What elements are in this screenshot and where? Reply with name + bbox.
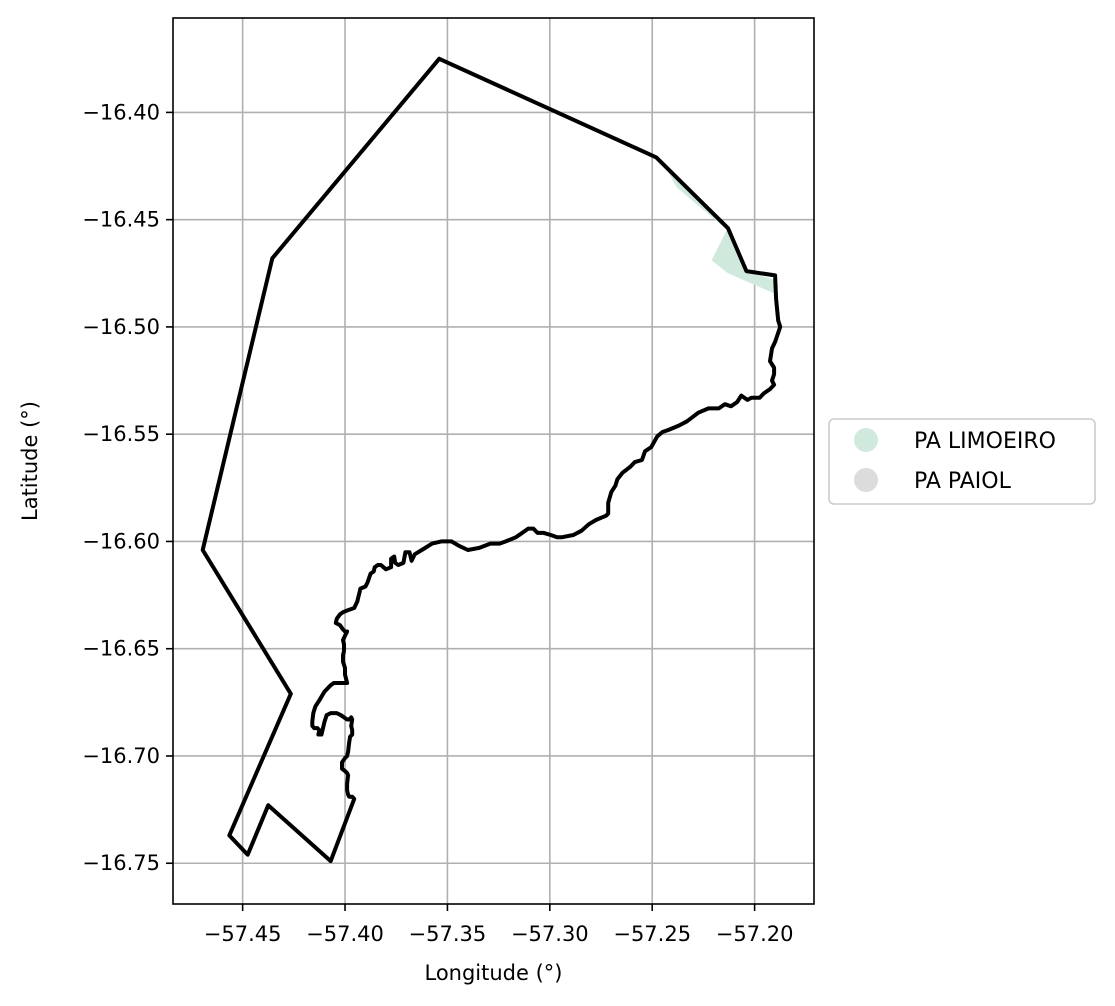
y-tick-label: −16.55: [82, 422, 160, 446]
y-tick-label: −16.50: [82, 315, 160, 339]
x-axis-ticks: −57.45 −57.40 −57.35 −57.30 −57.25 −57.20: [204, 904, 794, 946]
legend-marker: [854, 428, 878, 452]
y-tick-label: −16.60: [82, 529, 160, 553]
legend-box: [828, 418, 1096, 505]
x-tick-label: −57.40: [306, 922, 384, 946]
y-axis-ticks: −16.40 −16.45 −16.50 −16.55 −16.60 −16.65 −16.…: [82, 100, 173, 875]
y-tick-label: −16.70: [82, 744, 160, 768]
plot-frame: [172, 17, 815, 905]
y-tick-label: −16.75: [82, 851, 160, 875]
gridlines: [173, 18, 814, 904]
x-tick-label: −57.45: [204, 922, 282, 946]
x-tick-label: −57.30: [511, 922, 589, 946]
x-tick-label: −57.25: [613, 922, 691, 946]
y-tick-label: −16.65: [82, 637, 160, 661]
legend-label: PA LIMOEIRO: [914, 429, 1056, 454]
x-tick-label: −57.20: [716, 922, 794, 946]
boundary-outline: [200, 56, 783, 864]
legend: PA LIMOEIRO PA PAIOL: [828, 418, 1096, 505]
x-axis-label: Longitude (°): [424, 961, 562, 985]
y-axis-label: Latitude (°): [18, 401, 42, 521]
y-tick-label: −16.45: [82, 208, 160, 232]
legend-label: PA PAIOL: [914, 469, 1012, 494]
y-tick-label: −16.40: [82, 100, 160, 124]
legend-marker: [854, 468, 878, 492]
x-tick-label: −57.35: [409, 922, 487, 946]
boundary-line: [200, 56, 783, 864]
